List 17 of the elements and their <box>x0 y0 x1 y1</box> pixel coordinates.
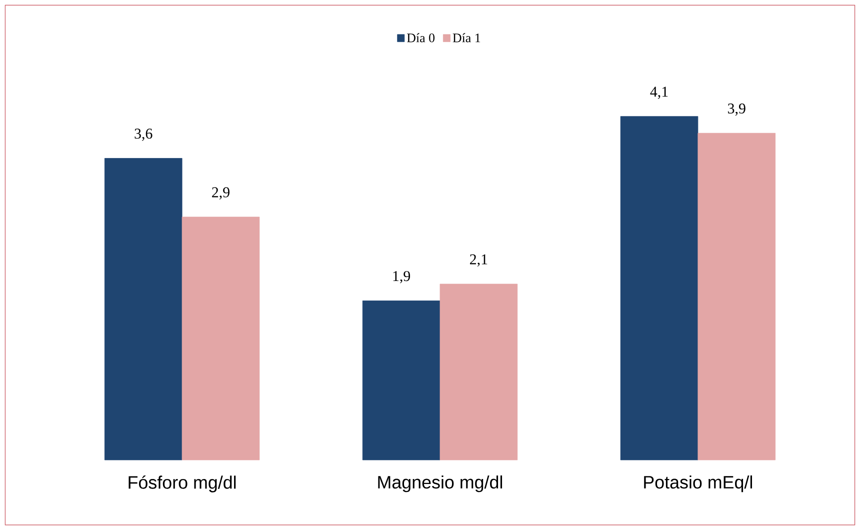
legend-label: Día 1 <box>452 33 480 42</box>
data-label: 3,9 <box>728 103 746 116</box>
bar <box>440 284 518 460</box>
data-label: 4,1 <box>650 86 668 99</box>
bar <box>698 132 776 460</box>
data-label: 3,6 <box>134 128 152 141</box>
bar <box>104 158 182 460</box>
data-label: 2,1 <box>470 254 488 266</box>
bar <box>362 300 440 460</box>
bar <box>620 116 698 460</box>
data-label: 2,9 <box>212 187 230 200</box>
bar <box>182 216 260 460</box>
legend-label: Día 0 <box>406 33 435 42</box>
x-tick-label: Potasio mEq/l <box>644 475 752 492</box>
x-tick-label: Magnesio mg/dl <box>378 475 502 492</box>
data-label: 1,9 <box>393 271 410 284</box>
x-tick-label: Fósforo mg/dl <box>128 475 236 492</box>
